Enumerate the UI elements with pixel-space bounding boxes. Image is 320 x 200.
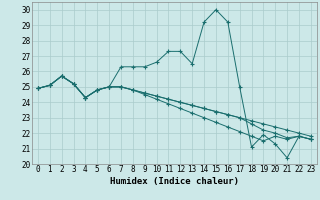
X-axis label: Humidex (Indice chaleur): Humidex (Indice chaleur) xyxy=(110,177,239,186)
